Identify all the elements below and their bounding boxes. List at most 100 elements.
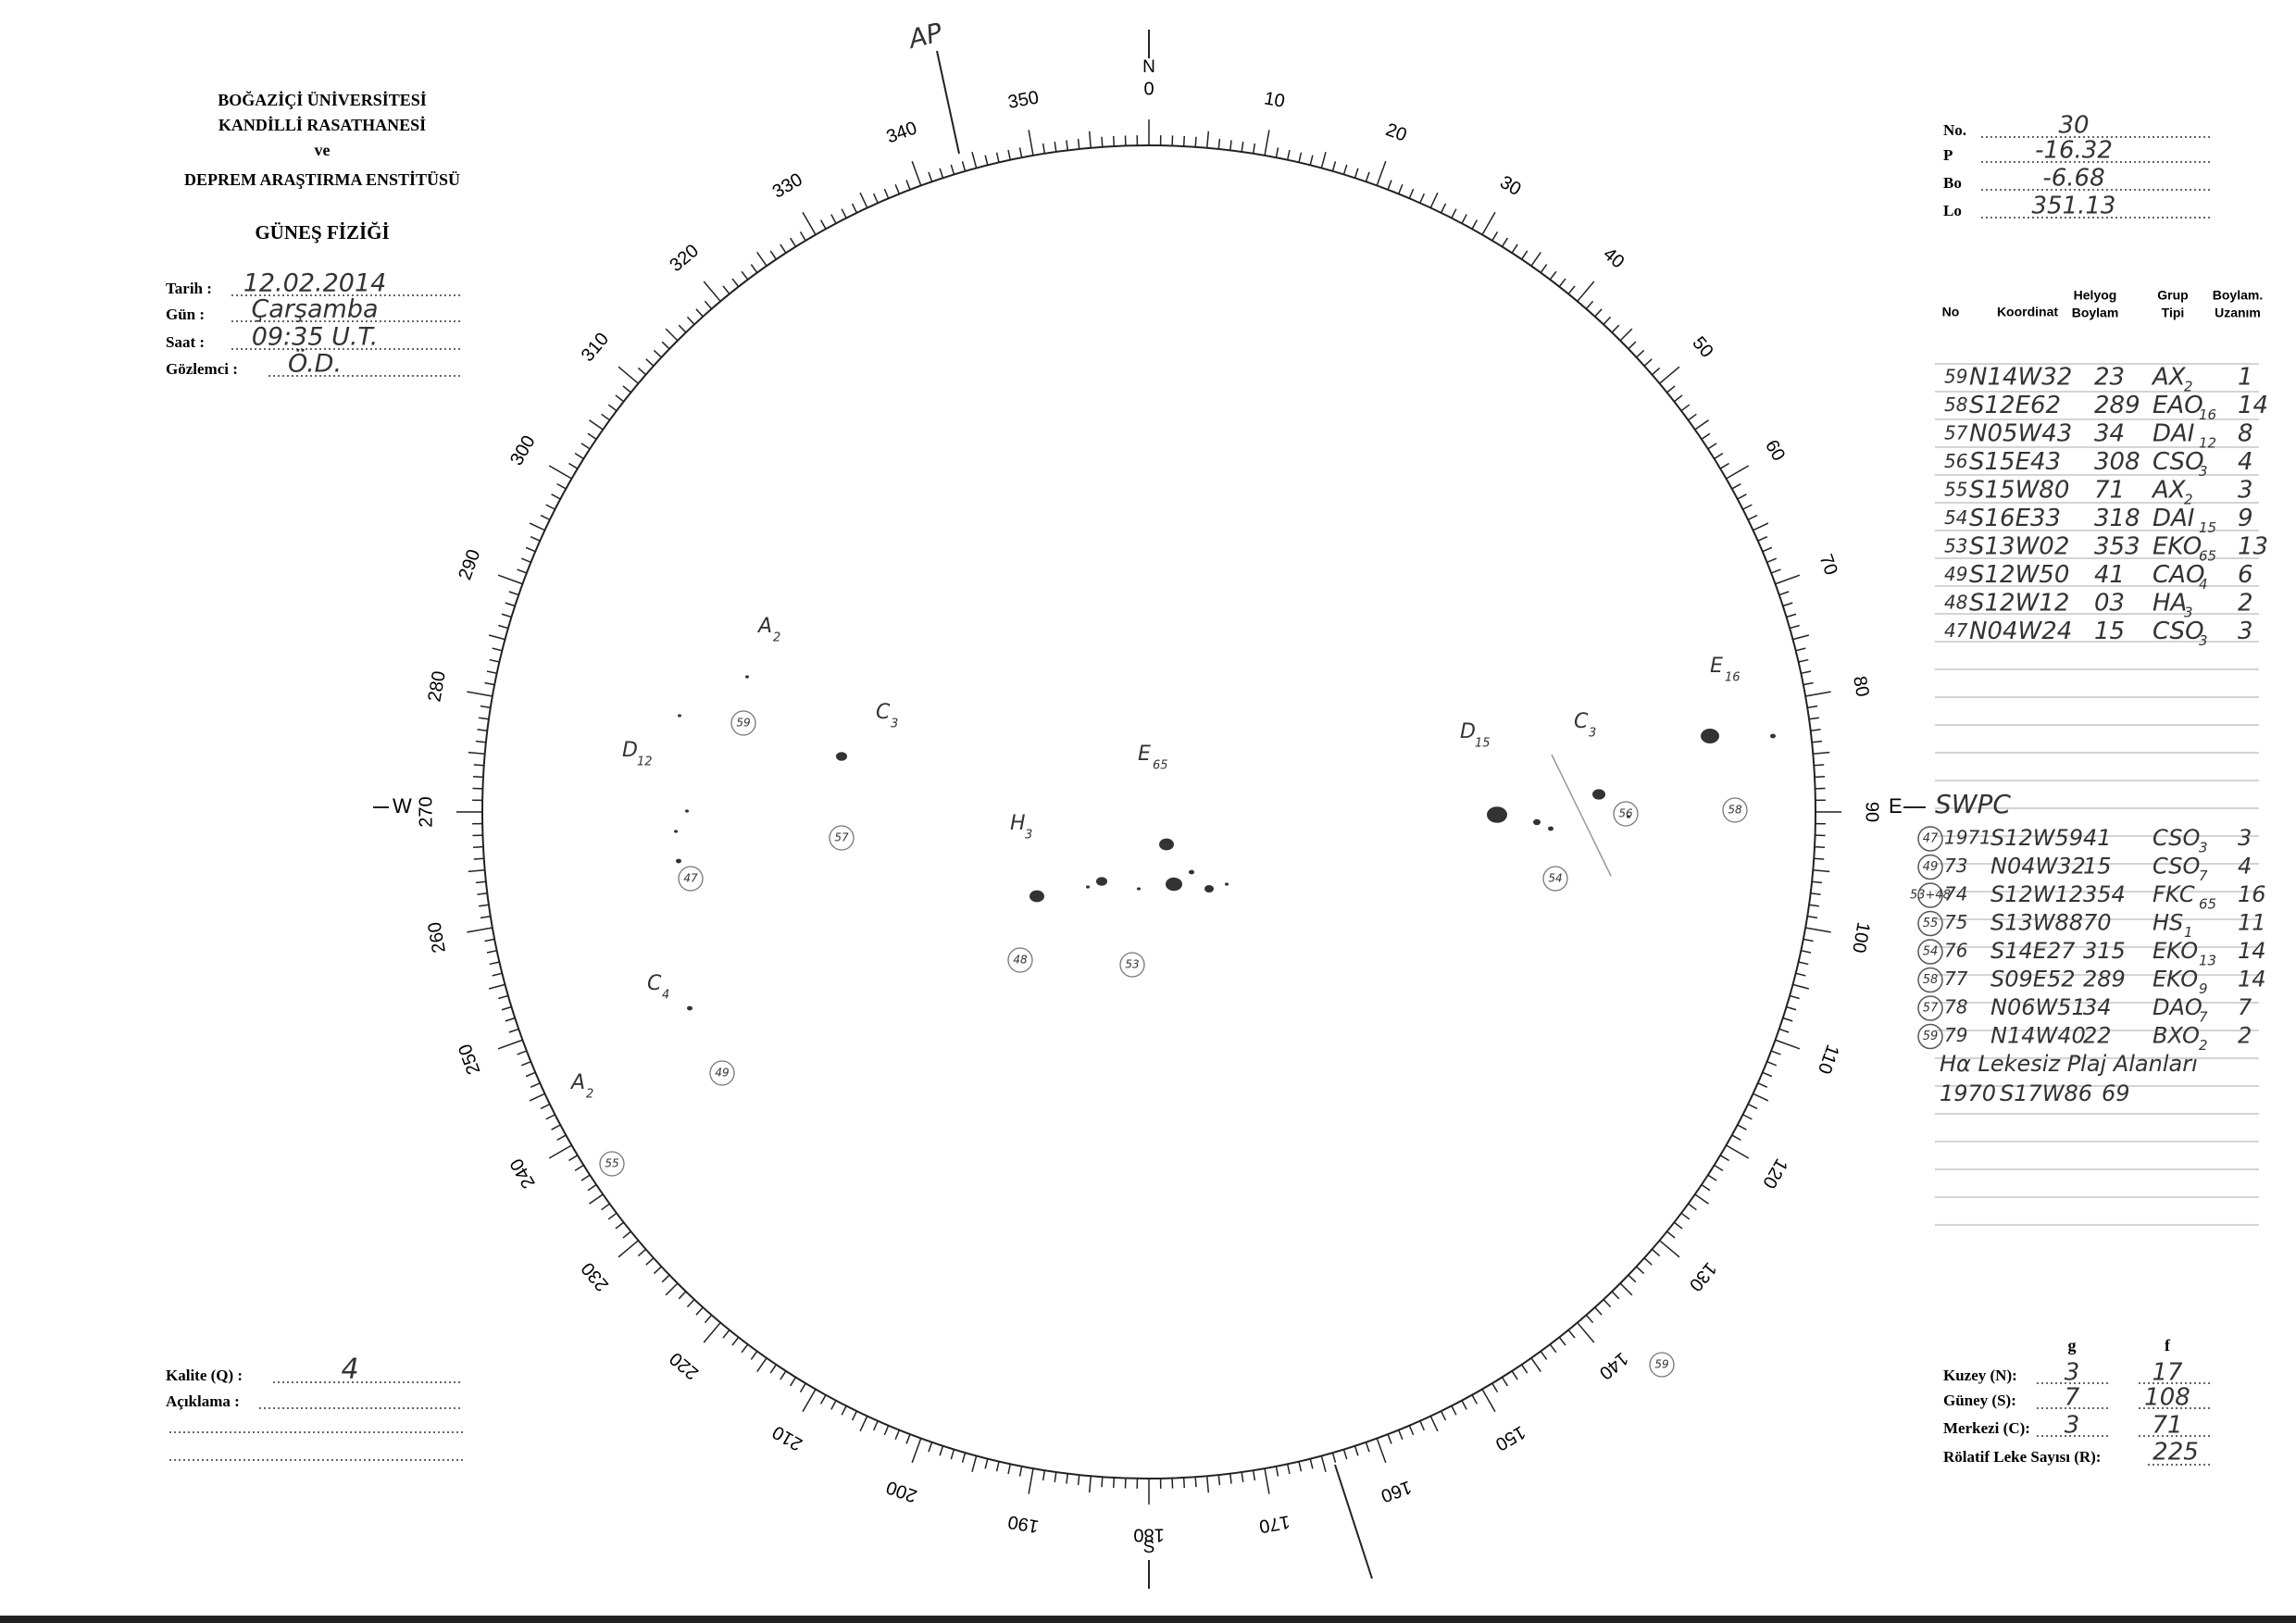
dial-tick <box>1206 1476 1210 1493</box>
dial-tick <box>841 1405 847 1416</box>
dial-tick <box>686 1299 695 1308</box>
circled-ring <box>730 710 756 736</box>
dial-tick <box>1782 602 1793 607</box>
dial-tick <box>468 869 485 873</box>
dial-label: 330 <box>769 169 806 203</box>
sunspot <box>1548 826 1554 831</box>
dial-tick <box>1088 1476 1092 1493</box>
note: Hα Lekesiz Plaj Alanları <box>1940 1051 2198 1077</box>
group-sub: 4 <box>2199 576 2208 593</box>
dial-tick <box>545 1114 555 1120</box>
dial-tick <box>1471 1394 1479 1405</box>
dial-tick <box>1731 1134 1741 1142</box>
dial-tick <box>859 1416 868 1432</box>
dial-tick <box>622 1230 631 1239</box>
dial-tick <box>780 1370 787 1380</box>
param-label: Bo <box>1943 174 1962 192</box>
group-type: CSO <box>2152 825 2200 851</box>
dial-tick <box>475 880 487 884</box>
dial-tick <box>939 1445 944 1456</box>
dial-tick <box>950 164 955 175</box>
group-type: EKO <box>2152 533 2202 561</box>
extra-entry: 69 <box>2102 1080 2130 1106</box>
extent: 1 <box>2238 364 2253 392</box>
dial-tick <box>492 647 503 652</box>
dial-tick <box>1387 1433 1392 1444</box>
extra-entry: S17W86 <box>2000 1080 2092 1106</box>
group-sub: 2 <box>773 631 780 645</box>
group-sub: 15 <box>1475 737 1491 751</box>
sunspot <box>1137 887 1141 891</box>
dial-tick <box>905 1433 911 1444</box>
field-value: Çarşamba <box>251 295 378 324</box>
dial-tick <box>704 300 713 310</box>
dial-label: 340 <box>884 118 920 147</box>
dial-tick <box>1217 138 1221 150</box>
dial-tick <box>484 938 495 943</box>
dial-tick <box>477 893 488 895</box>
extent: 3 <box>2238 477 2253 505</box>
group-sub: 3 <box>891 718 898 731</box>
group-sub: 3 <box>2199 463 2208 480</box>
dial-tick <box>1742 1114 1753 1120</box>
dial-tick <box>1376 160 1387 186</box>
group-type: FKC <box>2152 881 2195 907</box>
dial-tick <box>1398 183 1404 194</box>
quality-label: Kalite (Q) : <box>166 1367 243 1384</box>
longitude: 308 <box>2094 448 2140 476</box>
dial-tick <box>479 904 490 907</box>
circled-no: 59 <box>1923 1030 1939 1043</box>
extent: 4 <box>2238 854 2252 880</box>
dial-tick <box>1811 740 1823 743</box>
dial-tick <box>939 168 944 179</box>
circled-no: 59 <box>1654 1358 1668 1371</box>
group-label: C <box>1574 710 1589 733</box>
dial-tick <box>1775 574 1801 585</box>
dial-tick <box>741 270 749 281</box>
dial-tick <box>678 324 687 333</box>
summary-label: Merkezi (C): <box>1943 1419 2030 1437</box>
dial-tick <box>1511 243 1518 254</box>
dial-tick <box>1594 308 1603 318</box>
sunspot <box>1225 882 1229 886</box>
longitude: 15 <box>2083 854 2112 880</box>
group-sub: 65 <box>2199 548 2216 565</box>
dial-tick <box>580 443 591 450</box>
circled-no: 49 <box>1923 860 1939 874</box>
dial-tick <box>1804 927 1831 933</box>
circled-no: 54 <box>1548 872 1562 885</box>
dial-tick <box>703 1322 721 1343</box>
dial-tick <box>1112 135 1116 147</box>
group-type: EKO <box>2152 938 2198 964</box>
dial-tick <box>802 211 817 235</box>
dial-tick <box>607 1212 618 1220</box>
group-sub: 16 <box>2199 406 2216 423</box>
dial-tick <box>1567 285 1576 294</box>
dial-tick <box>830 214 837 224</box>
dial-label: 120 <box>1758 1155 1791 1192</box>
dial-label: 300 <box>506 432 540 469</box>
dial-tick <box>1798 961 1809 966</box>
relative-label: Rölatif Leke Sayısı (R): <box>1943 1448 2101 1466</box>
param-label: P <box>1943 146 1953 164</box>
sunspot <box>1533 818 1541 826</box>
coordinate: S09E52 <box>1990 967 2075 993</box>
circled-ring <box>1649 1352 1675 1378</box>
dial-tick <box>1688 1203 1697 1211</box>
dial-label: 90 <box>1862 802 1882 822</box>
group-sub: 2 <box>2184 492 2193 508</box>
dial-label: 210 <box>769 1421 806 1454</box>
group-sub: 3 <box>1025 829 1032 843</box>
summary-f: 71 <box>2152 1412 2182 1440</box>
column-header: Koordinat <box>1997 305 2058 319</box>
dial-tick <box>859 192 868 208</box>
dial-tick <box>661 341 670 350</box>
dial-tick <box>1429 192 1439 208</box>
dial-label: 190 <box>1006 1511 1041 1536</box>
dial-tick <box>1520 1364 1529 1374</box>
dial-label: 240 <box>506 1155 540 1192</box>
dial-tick <box>1651 1248 1661 1257</box>
dial-tick <box>1054 142 1057 153</box>
dial-tick <box>1643 358 1653 367</box>
dial-tick <box>556 482 567 490</box>
